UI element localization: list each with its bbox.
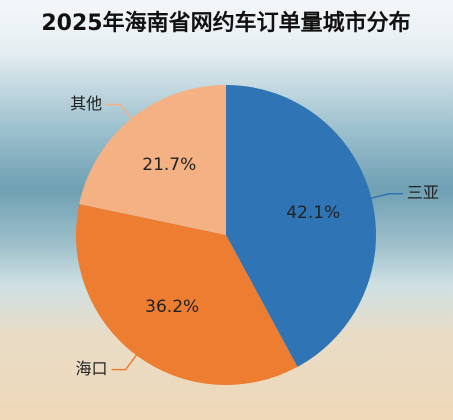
- pie-slice: [75, 204, 298, 386]
- leader-line: [111, 351, 140, 371]
- value-label: 36.2%: [145, 297, 199, 317]
- category-label: 其他: [70, 94, 102, 113]
- chart-title: 2025年海南省网约车订单量城市分布: [41, 10, 410, 36]
- category-label: 三亚: [407, 183, 439, 202]
- category-label: 海口: [76, 359, 108, 378]
- value-label: 21.7%: [142, 155, 196, 175]
- pie-slice: [226, 85, 377, 367]
- value-label: 42.1%: [286, 203, 340, 223]
- leader-line: [106, 103, 135, 123]
- leader-line: [366, 192, 403, 200]
- pie-slice: [79, 84, 227, 236]
